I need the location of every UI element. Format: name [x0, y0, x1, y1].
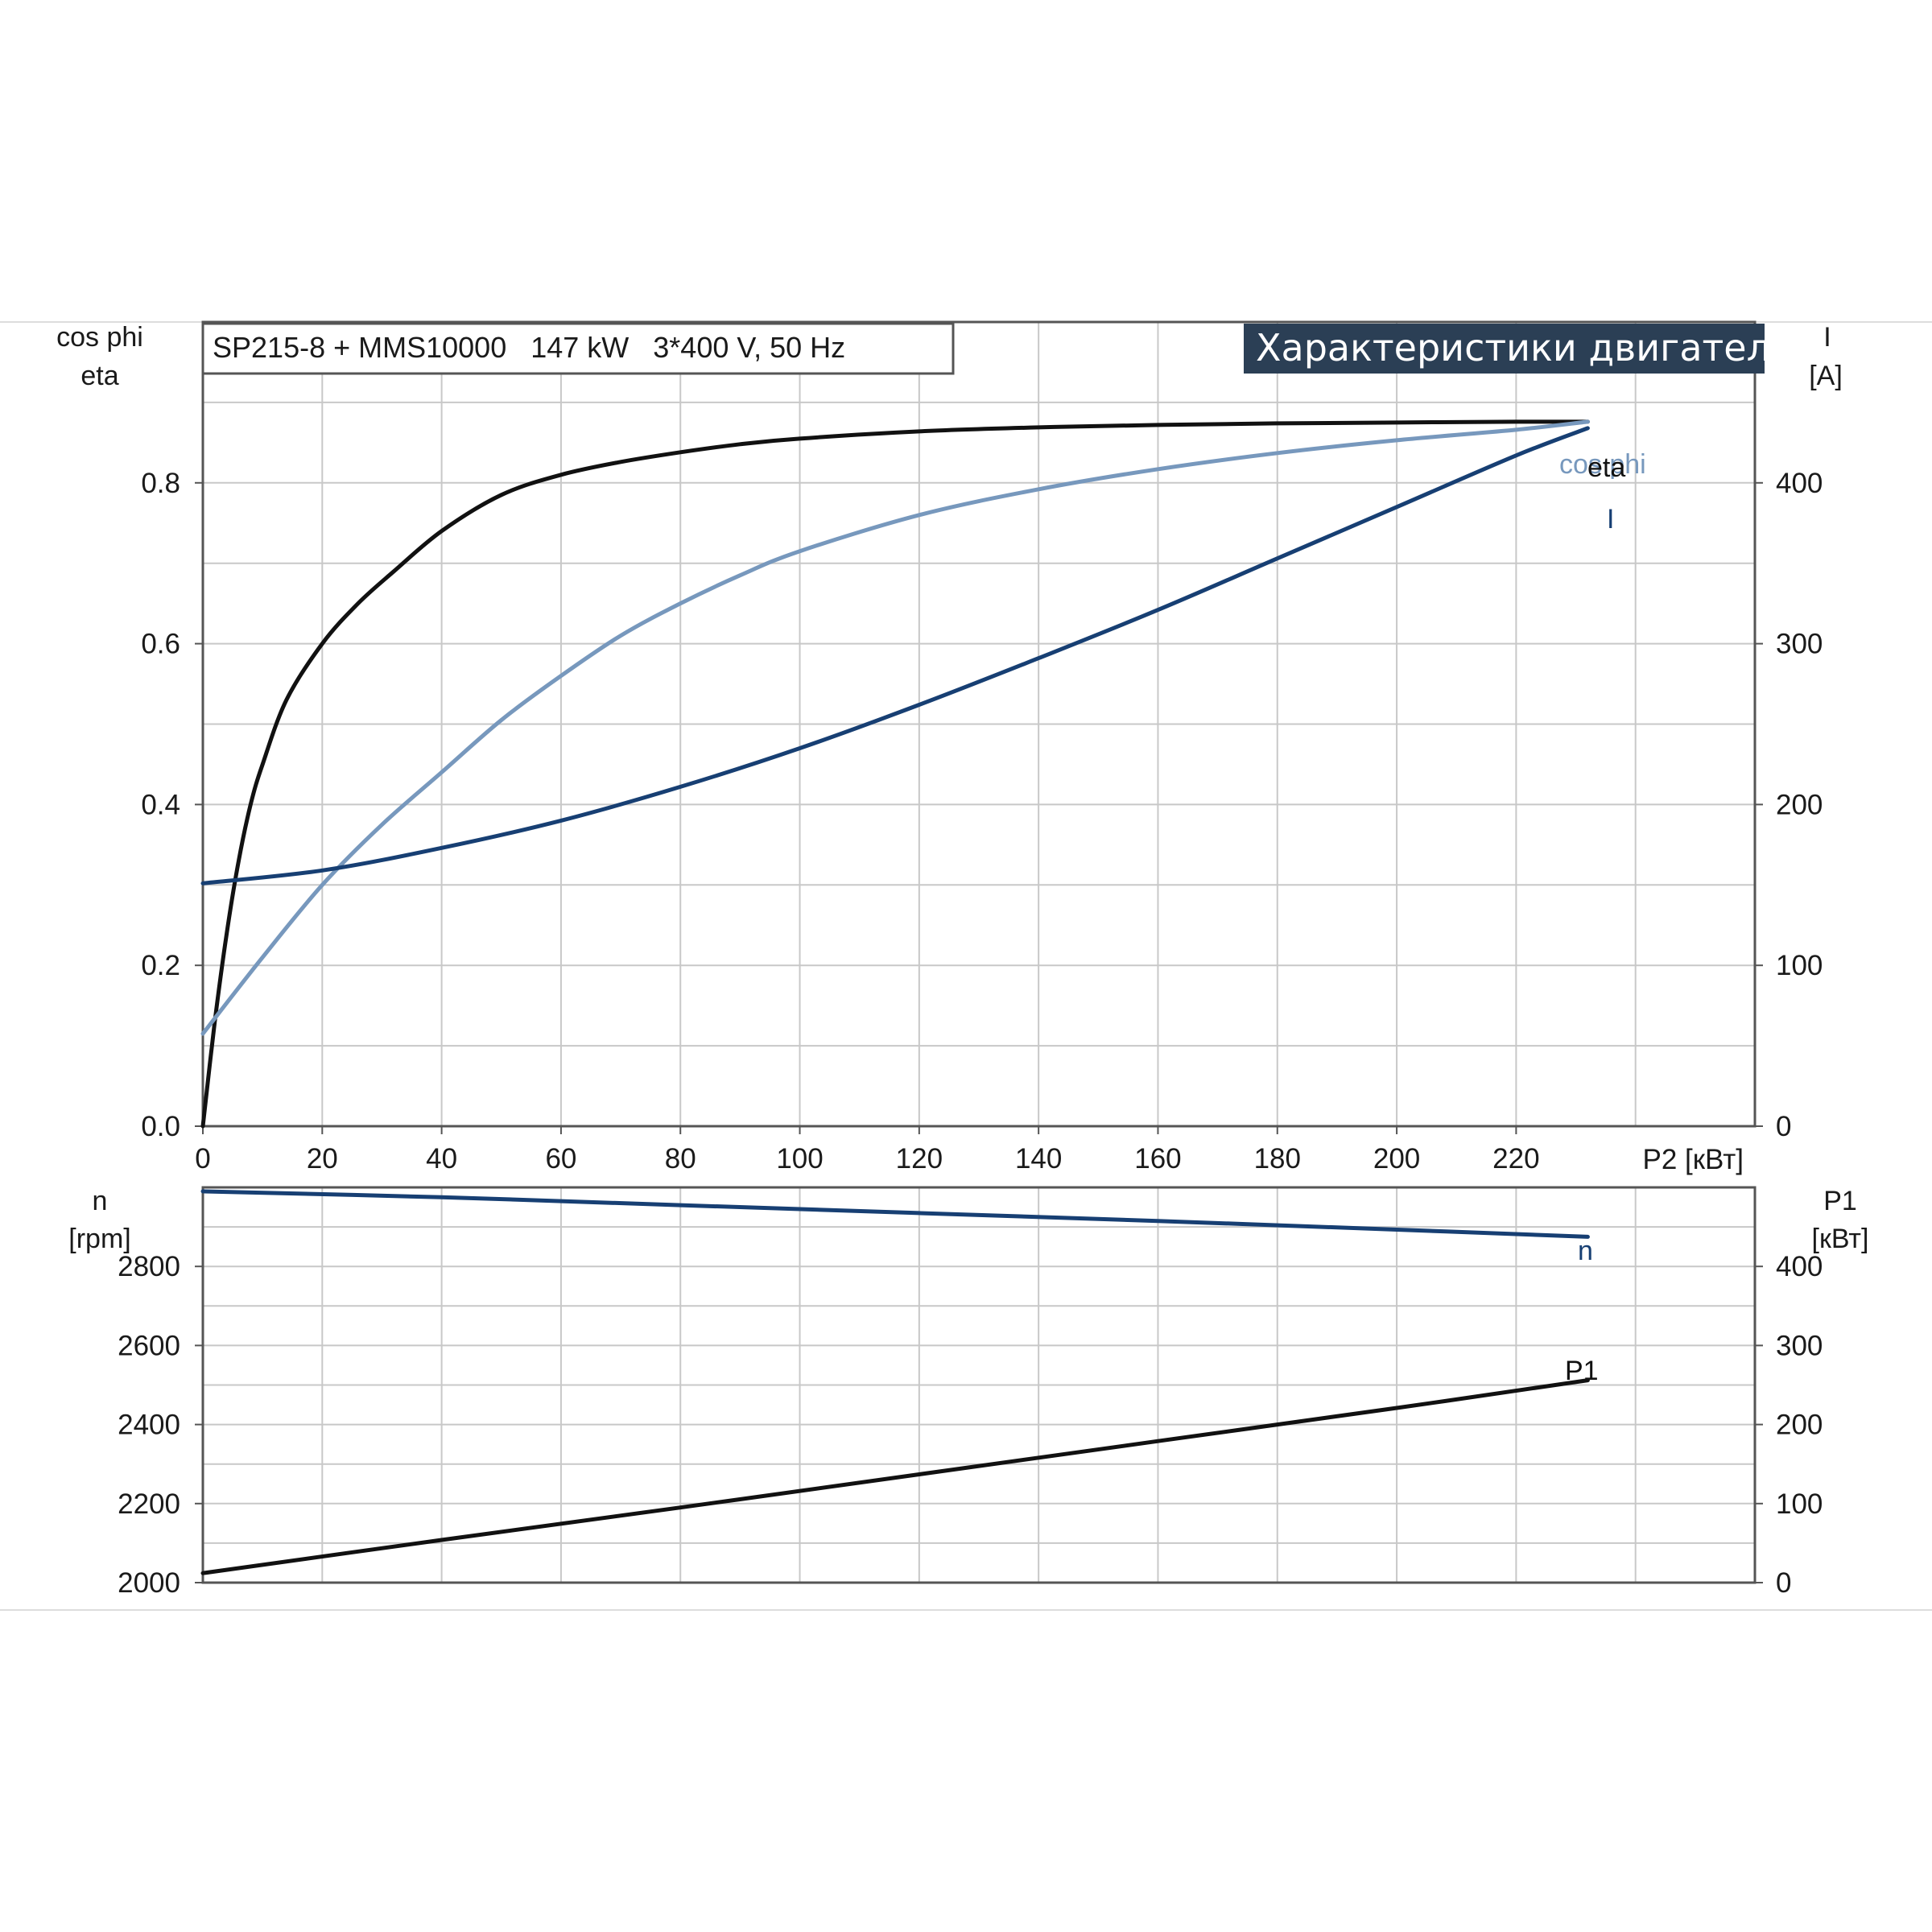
left-y-tick-label: 0.6 [141, 629, 180, 660]
top-grid [203, 322, 1755, 1126]
curve-label-current: I [1607, 504, 1614, 535]
curve-label-n: n [1578, 1236, 1593, 1266]
right-y-tick-label: 100 [1776, 1488, 1823, 1520]
right-y-tick-label: 0 [1776, 1111, 1791, 1142]
x-tick-label: 100 [776, 1143, 823, 1174]
right-y-tick-label: 400 [1776, 1251, 1823, 1282]
curve-label-p1: P1 [1565, 1356, 1599, 1386]
bottom-right-axis-title-line2: [кВт] [1812, 1224, 1869, 1254]
x-tick-label: 20 [307, 1143, 338, 1174]
series-line-i [200, 426, 1590, 886]
bottom-left-axis-title-line2: [rpm] [68, 1224, 130, 1254]
x-tick-label: 200 [1373, 1143, 1420, 1174]
left-y-tick-label: 0.0 [141, 1111, 180, 1142]
bottom-left-axis-title-line1: n [93, 1186, 108, 1216]
bottom-left-y-ticks: 2000 2200 2400 2600 2800 [118, 1251, 203, 1599]
series-line-cos-phi [200, 419, 1590, 1036]
top-right-y-ticks: 0 100 200 300 400 [1755, 468, 1823, 1142]
left-y-tick-label: 0.4 [141, 789, 180, 820]
bottom-right-y-ticks: 0 100 200 300 400 [1755, 1251, 1823, 1599]
right-y-tick-label: 200 [1776, 1410, 1823, 1441]
x-tick-label: 180 [1254, 1143, 1301, 1174]
chart-banner [1244, 324, 1765, 374]
x-tick-label: 140 [1015, 1143, 1062, 1174]
bottom-right-axis-title-line1: P1 [1823, 1186, 1857, 1216]
x-tick-label: 80 [665, 1143, 696, 1174]
right-y-tick-label: 400 [1776, 468, 1823, 499]
left-y-tick-label: 2200 [118, 1488, 180, 1520]
left-y-tick-label: 2600 [118, 1330, 180, 1361]
left-y-tick-label: 2800 [118, 1251, 180, 1282]
top-right-axis-title-line1: I [1823, 322, 1831, 353]
curve-label-eta: eta [1587, 452, 1625, 483]
right-y-tick-label: 100 [1776, 950, 1823, 981]
chart-title-box [201, 322, 955, 375]
top-x-ticks: 0 20 40 60 80 100 120 140 160 180 200 220 [195, 1126, 1540, 1174]
left-y-tick-label: 0.8 [141, 468, 180, 499]
x-tick-label: 160 [1134, 1143, 1181, 1174]
x-tick-label: 40 [426, 1143, 457, 1174]
top-series [200, 419, 1590, 1129]
right-y-tick-label: 300 [1776, 1330, 1823, 1361]
right-y-tick-label: 200 [1776, 789, 1823, 820]
chart-banner-text: Характеристики двигателя [1256, 326, 1793, 369]
right-y-tick-label: 0 [1776, 1567, 1791, 1599]
curve-label-cos-phi: cos phi [1559, 449, 1646, 480]
top-x-axis-title: P2 [кВт] [1642, 1144, 1744, 1175]
top-plot-frame [201, 320, 1757, 1128]
bottom-plot-frame [201, 1186, 1757, 1584]
x-tick-label: 220 [1492, 1143, 1539, 1174]
top-right-axis-title-line2: [A] [1809, 361, 1843, 391]
top-left-y-ticks: 0.0 0.2 0.4 0.6 0.8 [141, 468, 203, 1142]
top-plot: 0 20 40 60 80 100 120 140 160 180 200 220 0.0 0.2 0.4… [56, 320, 1843, 1175]
series-line-p1 [200, 1378, 1590, 1575]
left-y-tick-label: 0.2 [141, 950, 180, 981]
left-y-tick-label: 2400 [118, 1410, 180, 1441]
bottom-series [200, 1189, 1590, 1575]
x-tick-label: 0 [195, 1143, 210, 1174]
top-left-axis-title-line1: cos phi [56, 322, 143, 353]
left-y-tick-label: 2000 [118, 1567, 180, 1599]
series-line-n [200, 1189, 1590, 1239]
series-line-eta [200, 419, 1590, 1129]
bottom-grid [203, 1187, 1755, 1583]
right-y-tick-label: 300 [1776, 629, 1823, 660]
top-left-axis-title-line2: eta [80, 361, 118, 391]
x-tick-label: 120 [896, 1143, 943, 1174]
chart-title: SP215-8 + MMS10000 147 kW 3*400 V, 50 Hz [213, 331, 845, 364]
bottom-plot: 2000 2200 2400 2600 2800 0 100 200 300 400 n [rp… [68, 1186, 1868, 1599]
x-tick-label: 60 [545, 1143, 576, 1174]
